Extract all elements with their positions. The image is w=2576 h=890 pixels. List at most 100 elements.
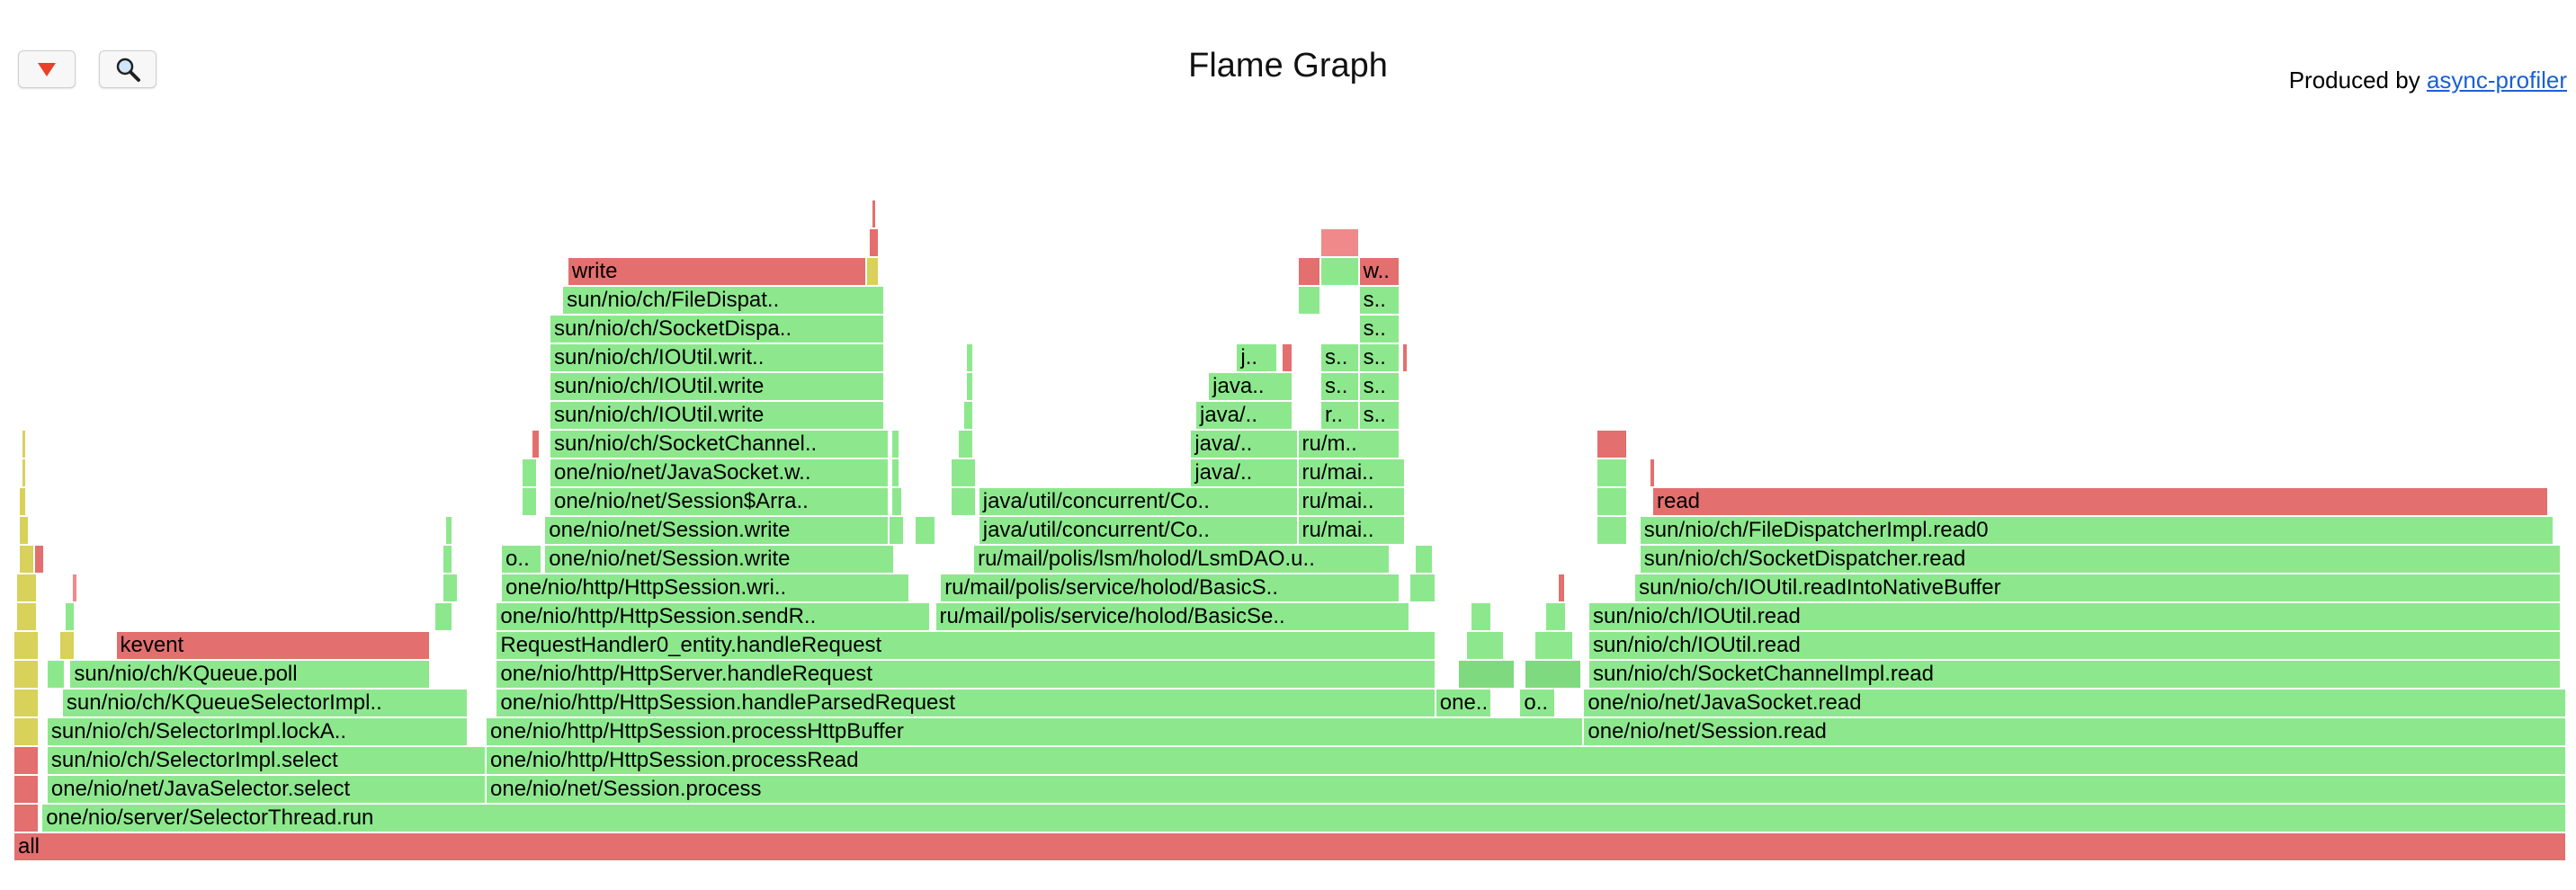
flame-frame-unlabeled[interactable] — [34, 546, 44, 573]
flame-frame-unlabeled[interactable] — [951, 488, 975, 515]
flame-frame[interactable]: sun/nio/ch/SocketChannel.. — [550, 431, 889, 458]
flame-frame-unlabeled[interactable] — [1535, 632, 1572, 659]
flame-frame[interactable]: write — [568, 258, 865, 285]
flame-frame[interactable]: s.. — [1321, 373, 1358, 400]
flame-frame[interactable]: ru/mail/polis/service/holod/BasicSe.. — [935, 603, 1409, 630]
flame-frame[interactable]: kevent — [116, 632, 429, 659]
flame-frame-unlabeled[interactable] — [866, 258, 879, 285]
flame-frame-unlabeled[interactable] — [915, 517, 935, 544]
flame-frame[interactable]: sun/nio/ch/KQueueSelectorImpl.. — [62, 690, 468, 716]
flame-frame[interactable]: s.. — [1321, 344, 1358, 371]
flame-frame-unlabeled[interactable] — [966, 373, 973, 400]
flame-frame-unlabeled[interactable] — [16, 574, 36, 601]
flame-frame-unlabeled[interactable] — [60, 632, 75, 659]
flame-frame-unlabeled[interactable] — [966, 344, 973, 371]
flame-frame-unlabeled[interactable] — [1597, 459, 1626, 486]
flame-frame-unlabeled[interactable] — [1597, 431, 1626, 458]
flame-frame[interactable]: ru/mai.. — [1298, 517, 1404, 544]
flame-frame-unlabeled[interactable] — [14, 776, 39, 803]
flame-frame-unlabeled[interactable] — [532, 431, 539, 458]
flame-frame[interactable]: r.. — [1321, 402, 1358, 429]
flame-frame-unlabeled[interactable] — [1459, 661, 1514, 688]
flame-frame[interactable]: RequestHandler0_entity.handleRequest — [496, 632, 1435, 659]
flame-frame[interactable]: read — [1652, 488, 2548, 515]
flame-frame[interactable]: one/nio/net/Session.process — [487, 776, 2565, 803]
flame-frame[interactable]: sun/nio/ch/SocketDispatcher.read — [1640, 546, 2561, 573]
flame-frame-unlabeled[interactable] — [959, 431, 973, 458]
flame-frame-unlabeled[interactable] — [951, 459, 975, 486]
flame-frame[interactable]: sun/nio/ch/IOUtil.write — [550, 373, 883, 400]
flame-frame[interactable]: sun/nio/ch/IOUtil.read — [1589, 632, 2561, 659]
flame-frame[interactable]: one/nio/http/HttpSession.wri.. — [502, 574, 909, 601]
flame-frame[interactable]: sun/nio/ch/SocketDispa.. — [550, 316, 883, 343]
flame-frame-unlabeled[interactable] — [892, 431, 899, 458]
flame-frame-unlabeled[interactable] — [14, 805, 39, 832]
flame-frame-unlabeled[interactable] — [14, 718, 39, 745]
reverse-toggle-button[interactable] — [18, 50, 76, 88]
flame-frame[interactable]: java/.. — [1195, 402, 1292, 429]
flame-frame[interactable]: sun/nio/ch/IOUtil.writ.. — [550, 344, 883, 371]
flame-frame[interactable]: one/nio/net/JavaSocket.read — [1584, 690, 2565, 716]
flame-frame[interactable]: ru/mai.. — [1298, 488, 1404, 515]
flame-frame[interactable]: w.. — [1359, 258, 1400, 285]
flame-frame-unlabeled[interactable] — [872, 200, 876, 227]
flame-frame-unlabeled[interactable] — [1597, 488, 1626, 515]
flame-frame[interactable]: o.. — [502, 546, 541, 573]
flame-frame[interactable]: java/.. — [1191, 459, 1297, 486]
flame-frame-unlabeled[interactable] — [1597, 517, 1626, 544]
flame-frame-unlabeled[interactable] — [1416, 546, 1432, 573]
flame-frame-unlabeled[interactable] — [443, 574, 457, 601]
flame-frame[interactable]: sun/nio/ch/SelectorImpl.select — [47, 747, 486, 774]
flame-frame[interactable]: one/nio/net/JavaSelector.select — [47, 776, 486, 803]
flame-frame-unlabeled[interactable] — [1471, 603, 1491, 630]
flame-frame[interactable]: s.. — [1359, 373, 1400, 400]
flame-frame-unlabeled[interactable] — [1466, 632, 1504, 659]
async-profiler-link[interactable]: async-profiler — [2426, 67, 2567, 93]
flame-frame[interactable]: one/nio/http/HttpSession.handleParsedReq… — [496, 690, 1435, 716]
flame-frame-unlabeled[interactable] — [963, 402, 973, 429]
flame-frame-unlabeled[interactable] — [22, 459, 26, 486]
flame-frame-unlabeled[interactable] — [19, 488, 26, 515]
flame-frame[interactable]: java/util/concurrent/Co.. — [979, 517, 1297, 544]
flame-frame-unlabeled[interactable] — [16, 603, 36, 630]
flame-frame[interactable]: one/nio/net/JavaSocket.w.. — [550, 459, 889, 486]
flame-frame[interactable]: java/.. — [1191, 431, 1297, 458]
flame-frame[interactable]: one/nio/net/Session.write — [545, 546, 894, 573]
flame-frame-unlabeled[interactable] — [1525, 661, 1580, 688]
flame-frame[interactable]: one/nio/net/Session.read — [1584, 718, 2565, 745]
flame-frame[interactable]: sun/nio/ch/IOUtil.read — [1589, 603, 2561, 630]
flame-frame[interactable]: one/nio/http/HttpSession.sendR.. — [496, 603, 929, 630]
flame-frame-unlabeled[interactable] — [73, 574, 76, 601]
flame-frame[interactable]: s.. — [1359, 344, 1400, 371]
flame-frame-unlabeled[interactable] — [522, 488, 536, 515]
flame-frame-unlabeled[interactable] — [1558, 574, 1565, 601]
flame-frame-unlabeled[interactable] — [19, 517, 29, 544]
flame-frame-unlabeled[interactable] — [892, 488, 901, 515]
flame-frame-unlabeled[interactable] — [14, 747, 39, 774]
flame-frame[interactable]: ru/mail/polis/service/holod/BasicS.. — [941, 574, 1400, 601]
flame-frame-unlabeled[interactable] — [892, 459, 899, 486]
flame-frame[interactable]: all — [14, 833, 2565, 860]
flame-frame[interactable]: o.. — [1520, 690, 1555, 716]
flame-frame[interactable]: ru/mail/polis/lsm/holod/LsmDAO.u.. — [974, 546, 1389, 573]
flame-frame-unlabeled[interactable] — [47, 661, 64, 688]
flame-frame-unlabeled[interactable] — [1650, 459, 1654, 486]
flame-frame[interactable]: java/util/concurrent/Co.. — [979, 488, 1297, 515]
flame-frame[interactable]: one/nio/net/Session$Arra.. — [550, 488, 889, 515]
flame-frame-unlabeled[interactable] — [22, 431, 26, 458]
flame-frame[interactable]: sun/nio/ch/SelectorImpl.lockA.. — [47, 718, 468, 745]
flame-frame[interactable]: one/nio/http/HttpServer.handleRequest — [496, 661, 1435, 688]
flame-frame-unlabeled[interactable] — [14, 632, 39, 659]
flame-frame-unlabeled[interactable] — [1410, 574, 1435, 601]
flame-frame-unlabeled[interactable] — [65, 603, 75, 630]
flame-frame-unlabeled[interactable] — [1402, 344, 1407, 371]
flame-frame-unlabeled[interactable] — [1298, 258, 1320, 285]
flame-frame-unlabeled[interactable] — [1298, 287, 1320, 314]
flame-frame-unlabeled[interactable] — [435, 603, 452, 630]
flame-frame-unlabeled[interactable] — [522, 459, 536, 486]
flame-frame[interactable]: one/nio/http/HttpSession.processHttpBuff… — [487, 718, 1583, 745]
flame-frame[interactable]: one/nio/http/HttpSession.processRead — [487, 747, 2565, 774]
flame-frame-unlabeled[interactable] — [869, 229, 879, 256]
flame-frame-unlabeled[interactable] — [445, 517, 452, 544]
flame-frame-unlabeled[interactable] — [14, 661, 39, 688]
